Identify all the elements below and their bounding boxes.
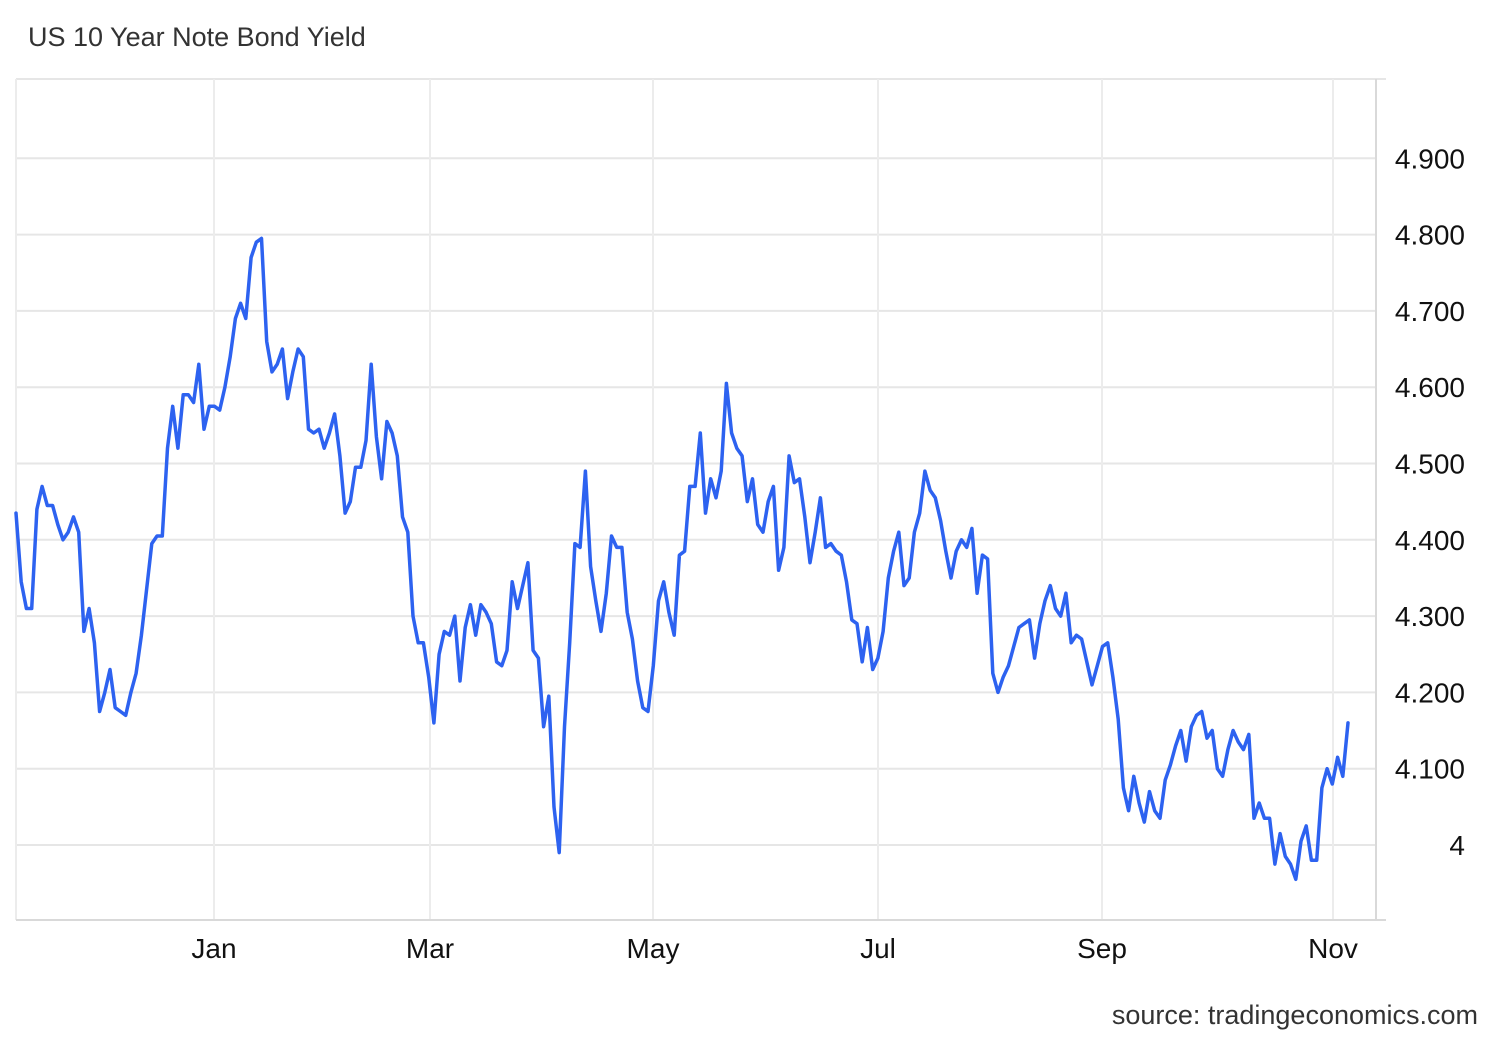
y-tick-label: 4.400 xyxy=(1395,525,1465,556)
y-tick-label: 4 xyxy=(1449,830,1465,861)
y-tick-label: 4.300 xyxy=(1395,601,1465,632)
x-tick-label: Jan xyxy=(191,933,236,964)
y-tick-label: 4.800 xyxy=(1395,220,1465,251)
x-tick-label: Jul xyxy=(860,933,896,964)
source-credit: source: tradingeconomics.com xyxy=(1111,1000,1478,1030)
series-line xyxy=(14,236,1350,882)
axes xyxy=(16,79,1386,921)
grid xyxy=(15,78,1386,920)
y-tick-label: 4.500 xyxy=(1395,449,1465,480)
chart-title: US 10 Year Note Bond Yield xyxy=(28,22,366,52)
x-tick-label: Sep xyxy=(1077,933,1127,964)
y-tick-label: 4.200 xyxy=(1395,677,1465,708)
y-tick-label: 4.100 xyxy=(1395,754,1465,785)
y-tick-label: 4.900 xyxy=(1395,143,1465,174)
y-tick-label: 4.700 xyxy=(1395,296,1465,327)
x-tick-label: Nov xyxy=(1308,933,1358,964)
series-layer xyxy=(14,236,1350,882)
y-tick-label: 4.600 xyxy=(1395,372,1465,403)
x-axis-ticks: Jan Mar May Jul Sep Nov xyxy=(191,933,1357,964)
x-tick-label: May xyxy=(627,933,680,964)
x-tick-label: Mar xyxy=(406,933,454,964)
y-axis-ticks: 4 4.100 4.200 4.300 4.400 4.500 4.600 4.700 4.80… xyxy=(1395,143,1465,861)
